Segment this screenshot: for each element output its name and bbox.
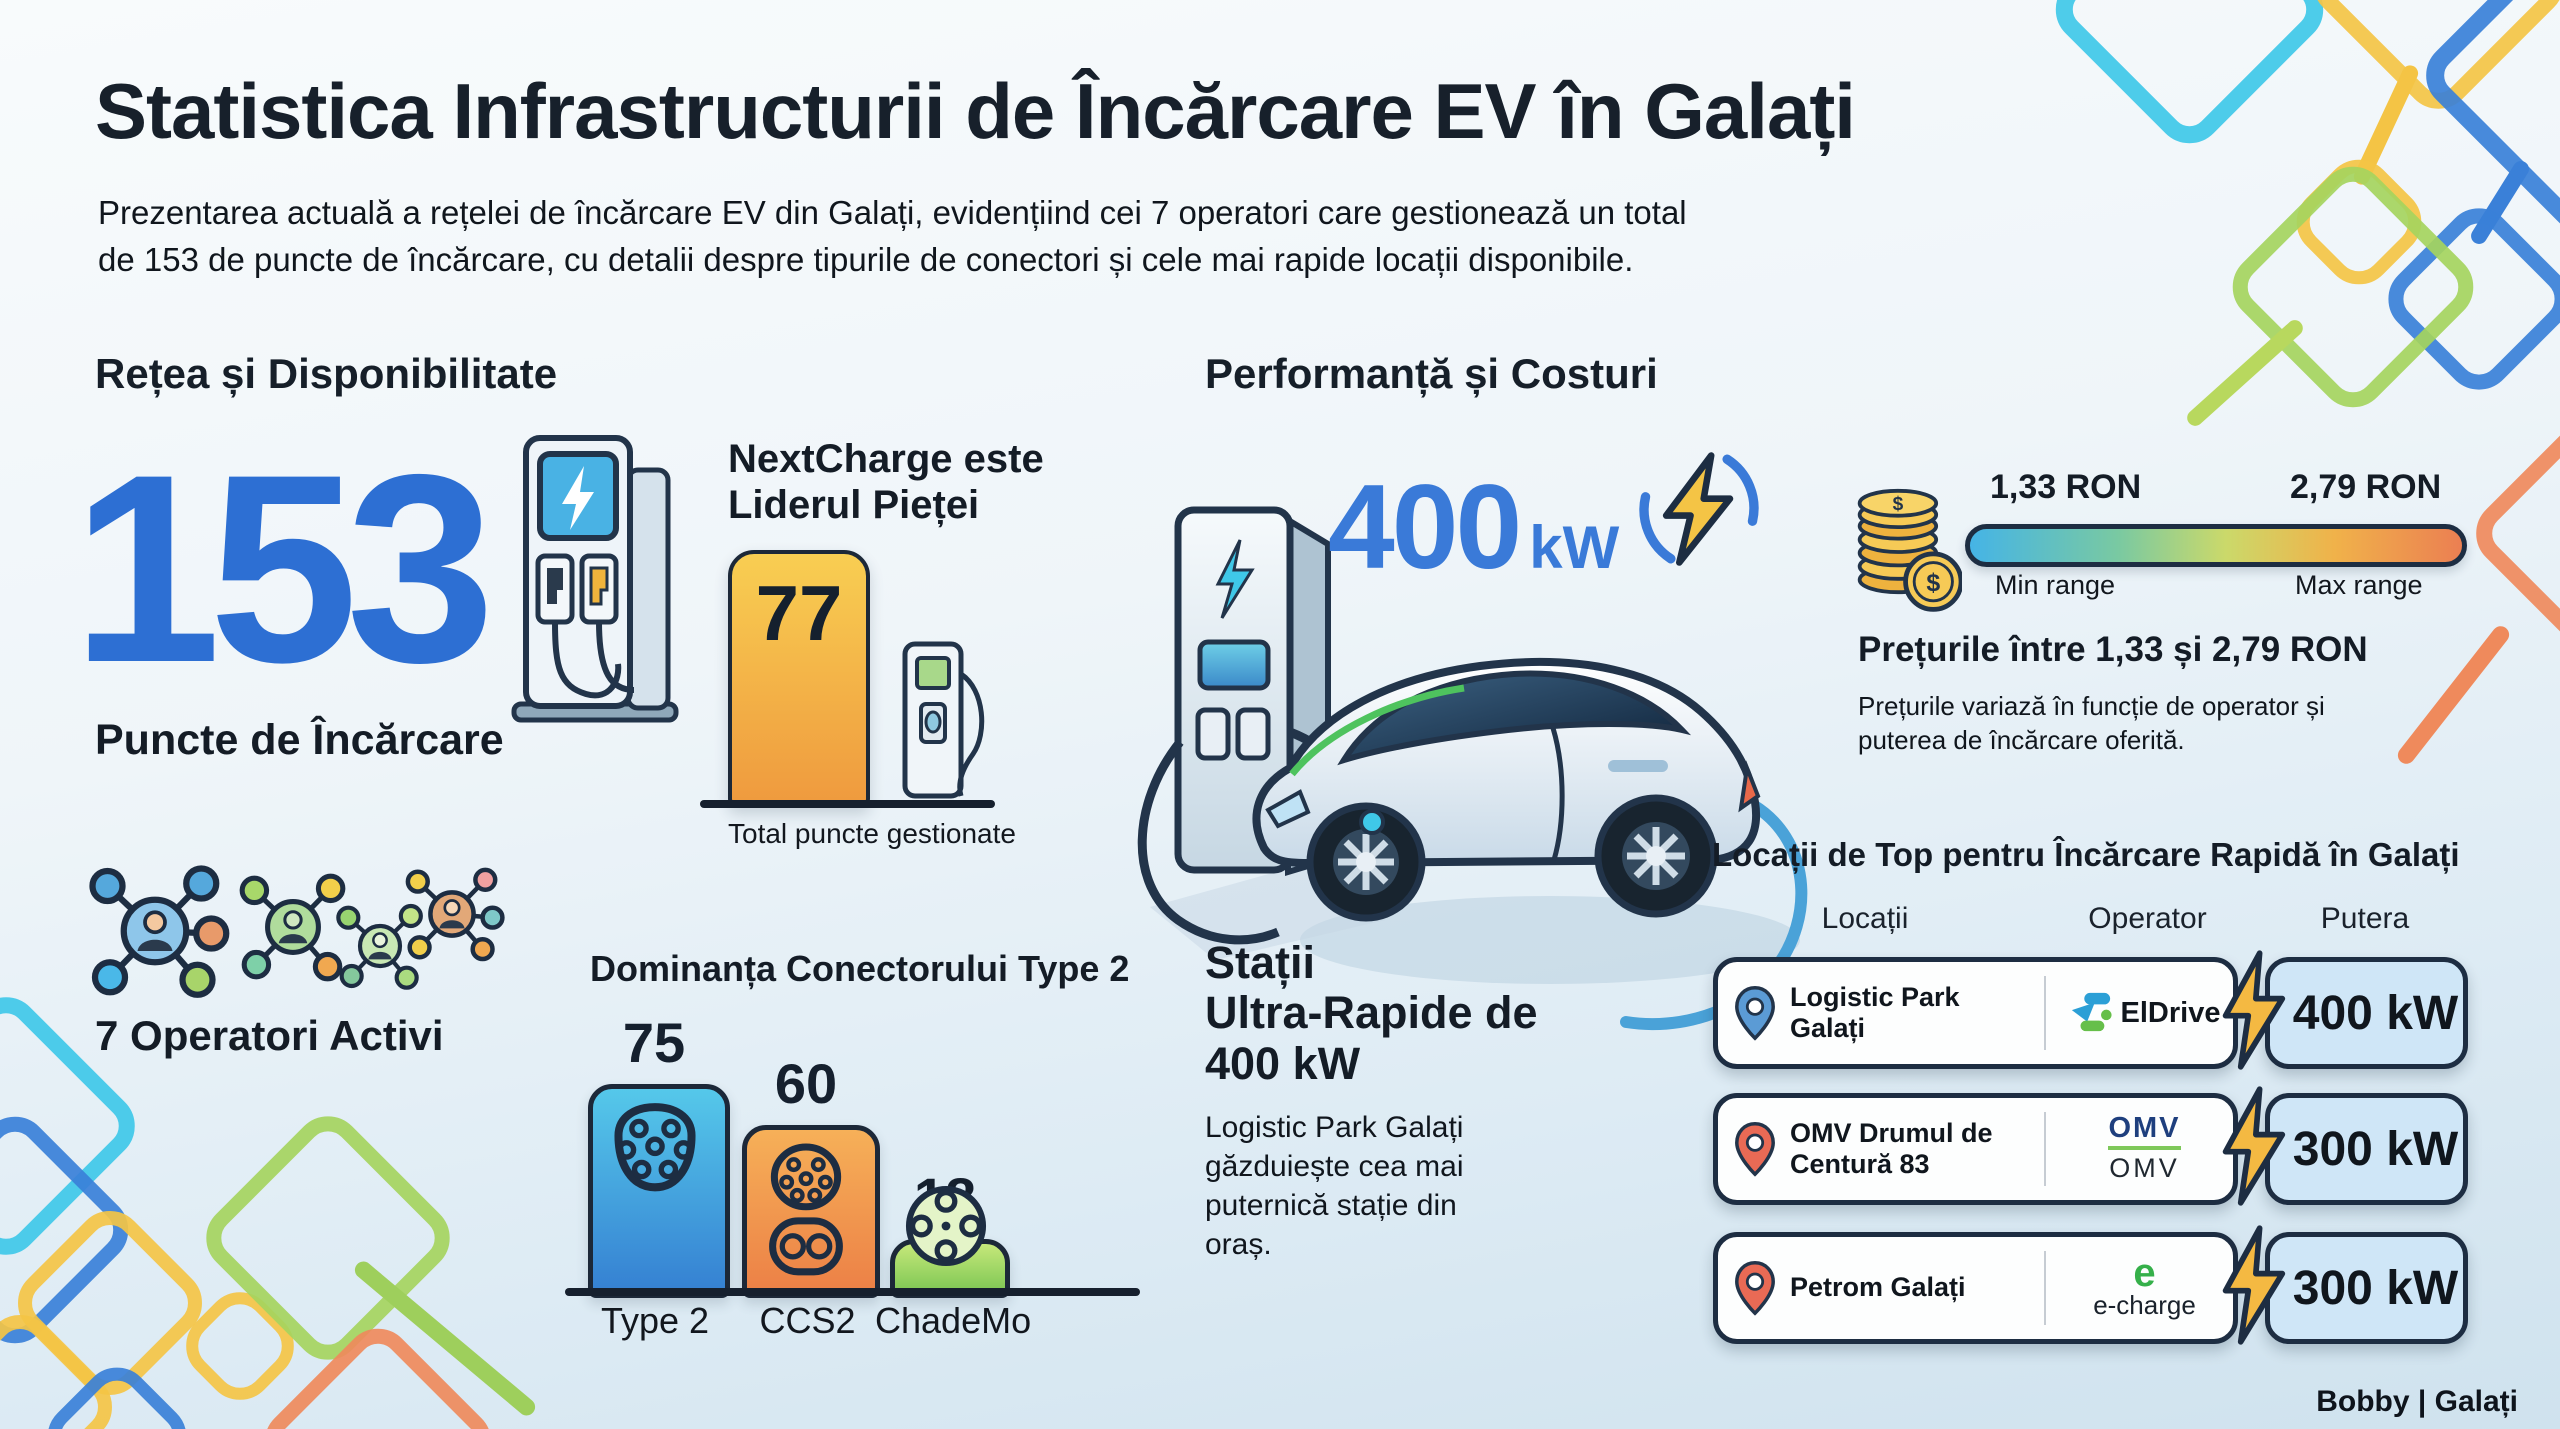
map-pin-icon <box>1735 986 1775 1041</box>
price-max-value: 2,79 RON <box>2290 468 2442 506</box>
ultrafast-stations-text: Logistic Park Galați găzduiește cea mai … <box>1205 1111 1464 1261</box>
charging-points-label: Puncte de Încărcare <box>95 716 504 764</box>
corner-decoration <box>2394 622 2513 768</box>
bar-value: 75 <box>622 1011 686 1074</box>
leader-caption: Total puncte gestionate <box>728 818 1016 849</box>
corner-decoration <box>2041 0 2338 158</box>
divider <box>2044 1251 2046 1325</box>
location-name: OMV Drumul de Centură 83 <box>1790 1117 1993 1179</box>
max-power-unit: kW <box>1529 514 1620 581</box>
leader-title: NextCharge este Liderul Pieței <box>728 437 1044 527</box>
column-header-operator: Operator <box>2088 902 2207 935</box>
chademo-connector-icon <box>905 1185 987 1267</box>
echarge-logo: e <box>2133 1250 2156 1295</box>
section-heading-network: Rețea și Disponibilitate <box>95 350 558 397</box>
small-charger-icon <box>902 641 985 799</box>
operator-cell: ElDrive <box>2056 991 2233 1035</box>
charging-points-count: 153 <box>72 418 495 718</box>
bar-label-chademo: ChadeMo <box>875 1300 1032 1341</box>
bar-ccs2 <box>742 1125 880 1298</box>
price-heading: Prețurile între 1,33 și 2,79 RON <box>1858 630 2368 669</box>
location-row: Petrom Galați e e-charge 300 kW <box>1713 1225 2468 1345</box>
lightning-bolt-icon <box>2222 950 2286 1070</box>
lightning-bolt-icon <box>2222 1225 2286 1345</box>
page-subtitle: Prezentarea actuală a rețelei de încărca… <box>98 194 1687 278</box>
column-header-power: Putera <box>2320 902 2410 935</box>
price-max-label: Max range <box>2295 570 2423 600</box>
network-hub-icon <box>89 865 230 998</box>
location-row: Logistic Park Galați ElDrive 400 kW <box>1713 950 2468 1070</box>
bar-label-ccs2: CCS2 <box>759 1300 856 1341</box>
divider <box>2044 1112 2046 1186</box>
omv-logo: OMV <box>2108 1114 2181 1150</box>
leader-bar: 77 <box>728 550 870 808</box>
operator-cell: e e-charge <box>2056 1250 2233 1321</box>
ultrafast-stations-title: Stații Ultra-Rapide de 400 kW <box>1205 937 1538 1089</box>
power-badge: 300 kW <box>2265 1093 2468 1205</box>
location-name: Logistic Park Galați <box>1790 981 1960 1043</box>
location-card: Petrom Galați e e-charge <box>1713 1232 2238 1344</box>
divider <box>2044 976 2046 1050</box>
power-value: 300 kW <box>2292 1261 2459 1315</box>
svg-text:$: $ <box>1893 494 1904 515</box>
network-hub-icon <box>405 867 505 962</box>
network-hub-icon <box>336 903 423 990</box>
operator-name: ElDrive <box>2120 996 2221 1029</box>
credit: Bobby | Galați <box>2316 1385 2518 1418</box>
power-badge: 300 kW <box>2265 1232 2468 1344</box>
connector-chart-title: Dominanța Conectorului Type 2 <box>590 948 1130 989</box>
bar-value: 60 <box>774 1052 838 1115</box>
map-pin-icon <box>1735 1261 1775 1316</box>
lightning-bolt-icon <box>2222 1086 2286 1206</box>
network-hub-icon <box>239 873 346 982</box>
page-title: Statistica Infrastructurii de Încărcare … <box>95 67 1856 155</box>
power-value: 400 kW <box>2292 986 2459 1040</box>
connector-axis-line <box>565 1288 1140 1296</box>
charging-station-icon <box>511 435 679 723</box>
power-value: 300 kW <box>2292 1122 2459 1176</box>
location-card: Logistic Park Galați ElDrive <box>1713 957 2238 1069</box>
active-operators-label: 7 Operatori Activi <box>95 1012 444 1059</box>
section-heading-performance: Performanță și Costuri <box>1205 350 1658 397</box>
bar-label-type2: Type 2 <box>600 1300 710 1341</box>
operator-name: OMV <box>2109 1153 2180 1183</box>
max-power-readout: 400 kW <box>1328 458 1619 596</box>
eldrive-logo-icon <box>2071 992 2112 1032</box>
operator-cell: OMV OMV <box>2056 1114 2233 1184</box>
location-row: OMV Drumul de Centură 83 OMV OMV 300 kW <box>1713 1086 2468 1206</box>
price-range-bar <box>1965 524 2467 567</box>
max-power-value: 400 <box>1328 460 1522 594</box>
svg-text:$: $ <box>1926 569 1940 597</box>
corner-decoration <box>2183 316 2307 430</box>
coins-icon: $ $ <box>1857 488 1962 612</box>
location-card: OMV Drumul de Centură 83 OMV OMV <box>1713 1093 2238 1205</box>
price-min-value: 1,33 RON <box>1990 468 2142 506</box>
type2-connector-icon <box>614 1103 696 1192</box>
locations-heading: Locații de Top pentru Încărcare Rapidă î… <box>1712 836 2460 873</box>
corner-decoration <box>2462 387 2560 680</box>
price-description: Prețurile variază în funcție de operator… <box>1858 691 2325 755</box>
leader-value: 77 <box>755 569 843 657</box>
leader-axis-line <box>700 800 995 808</box>
power-badge: 400 kW <box>2265 957 2468 1069</box>
corner-decoration <box>2218 152 2488 422</box>
location-name: Petrom Galați <box>1790 1272 1966 1303</box>
lightning-circle-icon <box>1639 452 1759 566</box>
price-min-label: Min range <box>1995 570 2116 600</box>
ccs2-connector-icon <box>769 1143 843 1276</box>
operator-name: e-charge <box>2093 1289 2196 1320</box>
map-pin-icon <box>1735 1122 1775 1177</box>
column-header-locations: Locații <box>1821 902 1909 935</box>
ev-car-icon <box>1137 506 1808 1030</box>
